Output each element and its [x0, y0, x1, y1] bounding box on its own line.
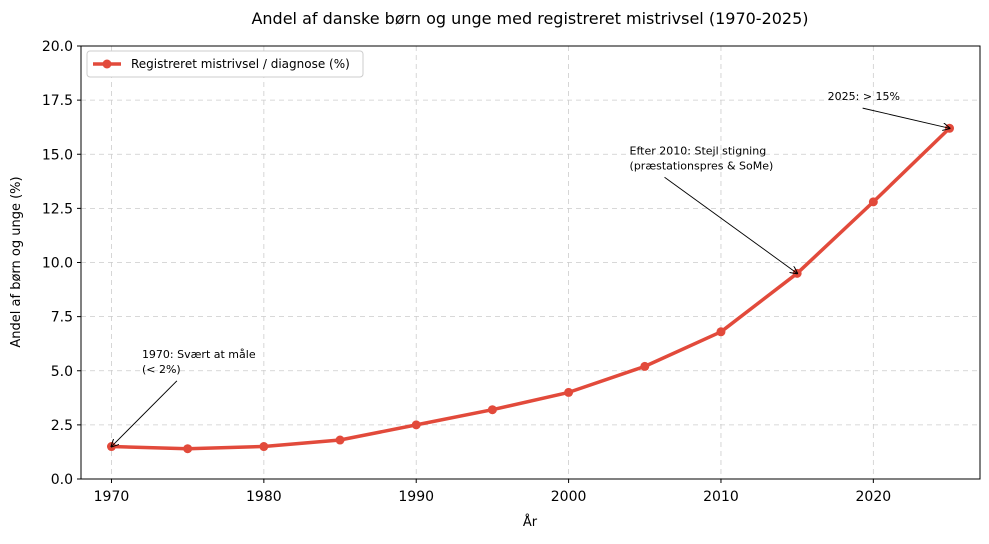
- data-point: [335, 435, 345, 445]
- annotation-arrow: [111, 380, 178, 447]
- grid: [81, 45, 980, 480]
- annotation-text: 1970: Svært at måle (< 2%): [142, 348, 256, 376]
- x-tick-label: 1970: [94, 489, 130, 505]
- y-tick-label: 2.5: [51, 418, 73, 434]
- y-tick-label: 20.0: [42, 39, 73, 55]
- legend-series-marker: [102, 59, 112, 69]
- x-tick-label: 2020: [856, 489, 892, 505]
- y-axis-label: Andel af børn og unge (%): [9, 176, 24, 347]
- legend-box: [86, 50, 364, 78]
- legend: Registreret mistrivsel / diagnose (%): [86, 50, 364, 78]
- annotation-text: Efter 2010: Stejl stigning (præstationspr…: [630, 144, 774, 172]
- data-point: [411, 420, 421, 430]
- y-tick-label: 5.0: [51, 364, 73, 380]
- y-tick-label: 7.5: [51, 310, 73, 326]
- y-tick-label: 0.0: [51, 472, 73, 488]
- annotation-arrow: [664, 176, 798, 273]
- y-tick-label: 17.5: [42, 93, 73, 109]
- annotations-layer: 1970: Svært at måle (< 2%) Efter 2010: Ste…: [111, 90, 949, 446]
- legend-series-label: Registreret mistrivsel / diagnose (%): [131, 57, 350, 71]
- plot-area-frame: [80, 45, 981, 480]
- y-axis-ticks: 0.0 2.5 5.0 7.5 10.0 12.5 15.0 17.5 20.0: [42, 39, 81, 488]
- chart-title: Andel af danske børn og unge med registr…: [251, 9, 808, 28]
- annotation-arrow: [862, 107, 950, 128]
- x-axis-ticks: 1970 1980 1990 2000 2010 2020: [94, 479, 892, 505]
- data-point: [640, 361, 650, 371]
- y-tick-label: 12.5: [42, 201, 73, 217]
- y-tick-label: 15.0: [42, 147, 73, 163]
- x-tick-label: 2010: [703, 489, 739, 505]
- data-point: [259, 442, 269, 452]
- data-point: [487, 405, 497, 415]
- y-tick-label: 10.0: [42, 256, 73, 272]
- data-point: [183, 444, 193, 454]
- series-line: [111, 127, 951, 451]
- x-tick-label: 1990: [398, 489, 434, 505]
- data-point: [868, 197, 878, 207]
- series-layer: [106, 123, 955, 454]
- x-tick-label: 1980: [246, 489, 282, 505]
- data-point: [716, 327, 726, 337]
- annotation-text: 2025: > 15%: [828, 90, 900, 103]
- x-axis-label: År: [523, 514, 538, 530]
- data-point: [564, 387, 574, 397]
- x-tick-label: 2000: [551, 489, 587, 505]
